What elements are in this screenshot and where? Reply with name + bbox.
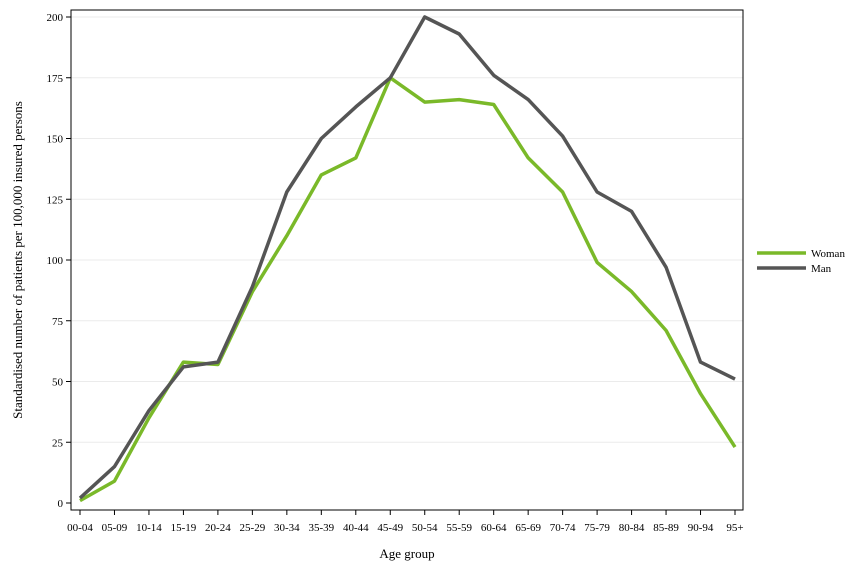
x-tick-label: 15-19 [171, 522, 197, 534]
legend-label-man: Man [811, 263, 832, 275]
y-tick-label: 100 [47, 255, 64, 267]
y-axis: 0 25 50 75 100 125 150 175 200 [47, 12, 71, 510]
x-tick-label: 25-29 [240, 522, 266, 534]
x-tick-label: 20-24 [205, 522, 231, 534]
legend: Woman Man [757, 248, 845, 275]
y-tick-label: 125 [47, 194, 64, 206]
y-tick-label: 200 [47, 12, 64, 24]
x-tick-label: 90-94 [688, 522, 714, 534]
plot-area-frame [70, 9, 744, 511]
x-tick-label: 00-04 [67, 522, 93, 534]
x-tick-label: 05-09 [102, 522, 128, 534]
x-tick-label: 85-89 [653, 522, 679, 534]
x-tick-label: 55-59 [446, 522, 472, 534]
series-line-man [78, 15, 736, 500]
x-axis-title: Age group [379, 546, 434, 561]
x-tick-label: 10-14 [136, 522, 162, 534]
y-tick-label: 175 [47, 73, 64, 85]
x-tick-label: 45-49 [377, 522, 403, 534]
y-tick-label: 75 [52, 316, 64, 328]
y-tick-label: 50 [52, 377, 64, 389]
legend-label-woman: Woman [811, 248, 845, 260]
grid-lines [71, 16, 743, 443]
x-tick-label: 65-69 [515, 522, 541, 534]
x-tick-label: 30-34 [274, 522, 300, 534]
x-axis: 00-04 05-09 10-14 15-19 20-24 25-29 30-34 35-39… [67, 510, 744, 534]
x-tick-label: 95+ [726, 522, 743, 534]
y-tick-label: 0 [58, 498, 64, 510]
y-tick-label: 25 [52, 437, 64, 449]
series-line-woman [79, 76, 737, 503]
y-axis-title: Standardised number of patients per 100,… [10, 101, 25, 419]
x-tick-label: 75-79 [584, 522, 610, 534]
y-tick-label: 150 [47, 134, 64, 146]
x-tick-label: 80-84 [619, 522, 645, 534]
x-tick-label: 50-54 [412, 522, 438, 534]
x-tick-label: 35-39 [308, 522, 334, 534]
series-lines [78, 15, 737, 503]
x-tick-label: 40-44 [343, 522, 369, 534]
x-tick-label: 60-64 [481, 522, 507, 534]
x-tick-label: 70-74 [550, 522, 576, 534]
